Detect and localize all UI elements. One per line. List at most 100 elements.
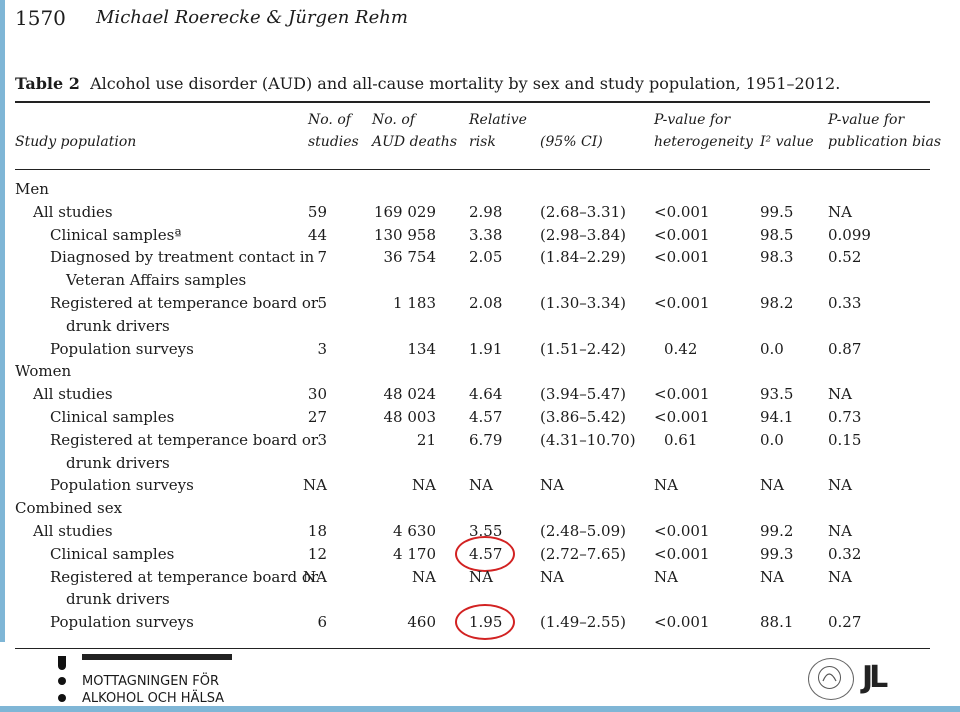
cell-relative-risk: 6.79 [469,430,503,449]
cell-aud-deaths: NA [412,567,436,586]
column-header: Relative [469,112,527,128]
cell-ci: (2.72–7.65) [540,544,627,563]
cell-p-bias: NA [828,522,852,540]
cell-i2: 88.1 [760,613,794,632]
cell-p-heterogeneity: <0.001 [654,385,710,404]
cell-p-bias: 0.33 [828,294,862,312]
cell-i2: 93.5 [760,385,794,404]
cell-aud-deaths: 36 754 [383,248,437,267]
cell-relative-risk: NA [469,567,493,586]
bottom-accent-bar [0,706,960,712]
column-header: AUD deaths [372,134,458,150]
cell-i2: 0.0 [760,339,784,358]
cell-ci: NA [540,567,564,586]
cell-aud-deaths: 134 [407,339,436,358]
highlight-circle [455,535,515,572]
cell-p-bias: 0.099 [828,225,871,244]
cell-ci: (1.51–2.42) [540,339,627,358]
row-label: All studies [33,385,113,404]
cell-studies: 59 [307,202,327,221]
section-heading: Men [15,180,49,198]
cell-aud-deaths: 4 170 [393,544,436,563]
row-label: Registered at temperance board or [50,294,319,312]
logo-top-text-clipped [82,654,232,660]
table-top-rule [15,101,930,103]
cell-ci: (1.49–2.55) [540,613,627,632]
section-heading: Combined sex [15,499,123,518]
logo-line-1: MOTTAGNINGEN FÖR [82,674,220,689]
cell-studies: NA [303,476,327,495]
cell-relative-risk: 4.64 [469,385,503,404]
column-header: heterogeneity [654,134,753,150]
row-label: Population surveys [50,613,194,632]
column-header: No. of [372,112,415,128]
cell-ci: (4.31–10.70) [540,430,636,449]
cell-i2: NA [760,567,784,586]
row-label: Clinical samples [50,408,175,426]
cell-p-heterogeneity: <0.001 [654,613,710,632]
cell-i2: 0.0 [760,430,784,449]
table-bottom-rule [15,648,930,649]
cell-relative-risk: 3.55 [469,522,503,540]
cell-relative-risk: 2.08 [469,294,503,312]
cell-p-heterogeneity: NA [654,567,678,586]
jl-logo: JL [862,660,888,695]
cell-aud-deaths: 460 [407,613,436,632]
cell-studies: 5 [317,294,327,312]
dot-icon [58,694,66,702]
cell-p-bias: 0.27 [828,613,862,632]
cell-relative-risk: 3.38 [469,225,503,244]
table-header-rule [15,169,930,170]
cell-i2: NA [760,476,784,495]
left-accent-bar [0,0,5,642]
row-label: Population surveys [50,476,194,495]
cell-p-heterogeneity: 0.61 [664,430,698,449]
cell-i2: 99.2 [760,522,794,540]
table-caption: Table 2 Alcohol use disorder (AUD) and a… [15,74,840,93]
cell-studies: 3 [317,430,327,449]
cell-p-bias: 0.52 [828,248,862,267]
cell-p-bias: NA [828,385,852,404]
cell-p-bias: 0.32 [828,544,862,563]
cell-ci: (1.30–3.34) [540,294,627,312]
column-header: Study population [15,134,137,150]
cell-i2: 98.3 [760,248,794,267]
row-label: Clinical samplesª [50,225,182,244]
row-label: Veteran Affairs samples [66,271,247,290]
column-header: P-value for [654,112,731,128]
column-header: studies [308,134,359,150]
cell-relative-risk: 2.05 [469,248,503,267]
row-label: Diagnosed by treatment contact in [50,248,315,267]
row-label: drunk drivers [66,453,170,472]
cell-ci: NA [540,476,564,495]
column-header: P-value for [828,112,905,128]
cell-i2: 98.5 [760,225,794,244]
cell-studies: 6 [317,613,327,632]
dot-icon [58,677,66,685]
glass-icon [58,656,66,670]
row-label: All studies [33,522,113,540]
cell-studies: 27 [307,408,327,426]
row-label: Population surveys [50,339,194,358]
cell-p-bias: NA [828,476,852,495]
page-number: 1570 [15,6,66,30]
cell-p-heterogeneity: <0.001 [654,225,710,244]
cell-i2: 99.3 [760,544,794,563]
column-header: I² value [760,134,814,150]
row-label: Registered at temperance board or [50,430,319,449]
cell-aud-deaths: 1 183 [393,294,436,312]
cell-p-heterogeneity: <0.001 [654,294,710,312]
row-label: All studies [33,202,113,221]
cell-studies: 18 [307,522,327,540]
cell-p-heterogeneity: <0.001 [654,544,710,563]
column-header: (95% CI) [540,134,603,150]
cell-relative-risk: 2.98 [469,202,503,221]
highlight-circle [455,604,515,641]
cell-ci: (3.94–5.47) [540,385,627,404]
column-header: risk [469,134,496,150]
cell-aud-deaths: 169 029 [373,202,436,221]
cell-p-bias: NA [828,202,852,221]
cell-p-heterogeneity: <0.001 [654,522,710,540]
cell-p-heterogeneity: 0.42 [664,339,698,358]
cell-studies: 30 [307,385,327,404]
